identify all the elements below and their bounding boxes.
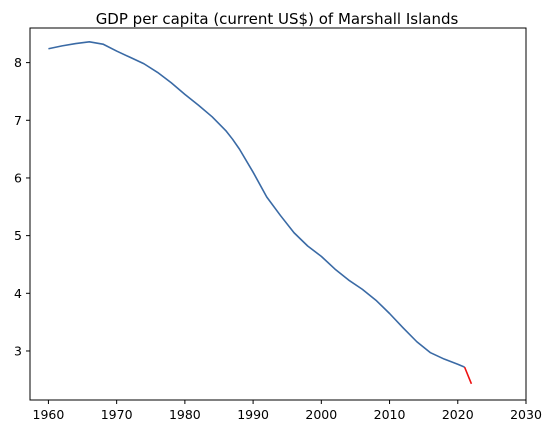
x-tick-label: 2030 — [510, 407, 542, 422]
y-tick-label: 8 — [14, 55, 22, 70]
plot-area — [29, 27, 527, 401]
y-tick-label: 7 — [14, 113, 22, 128]
series-line-2 — [463, 366, 473, 385]
y-tick-label: 5 — [14, 228, 22, 243]
x-tick-label: 2000 — [305, 407, 337, 422]
y-tick-label: 4 — [14, 286, 22, 301]
x-tick-label: 2020 — [442, 407, 474, 422]
x-tick-label: 2010 — [374, 407, 406, 422]
chart-title: GDP per capita (current US$) of Marshall… — [96, 10, 459, 28]
x-axis: 1960 1970 1980 1990 2000 2010 2020 2030 — [33, 400, 542, 422]
y-axis: 3 4 5 6 7 8 — [14, 55, 30, 358]
x-tick-label: 1990 — [237, 407, 269, 422]
x-tick-label: 1980 — [169, 407, 201, 422]
y-tick-label: 3 — [14, 343, 22, 358]
series-layer — [48, 41, 473, 385]
x-tick-label: 1970 — [101, 407, 133, 422]
x-tick-label: 1960 — [33, 407, 65, 422]
y-tick-label: 6 — [14, 170, 22, 185]
series-line-1 — [48, 41, 465, 368]
